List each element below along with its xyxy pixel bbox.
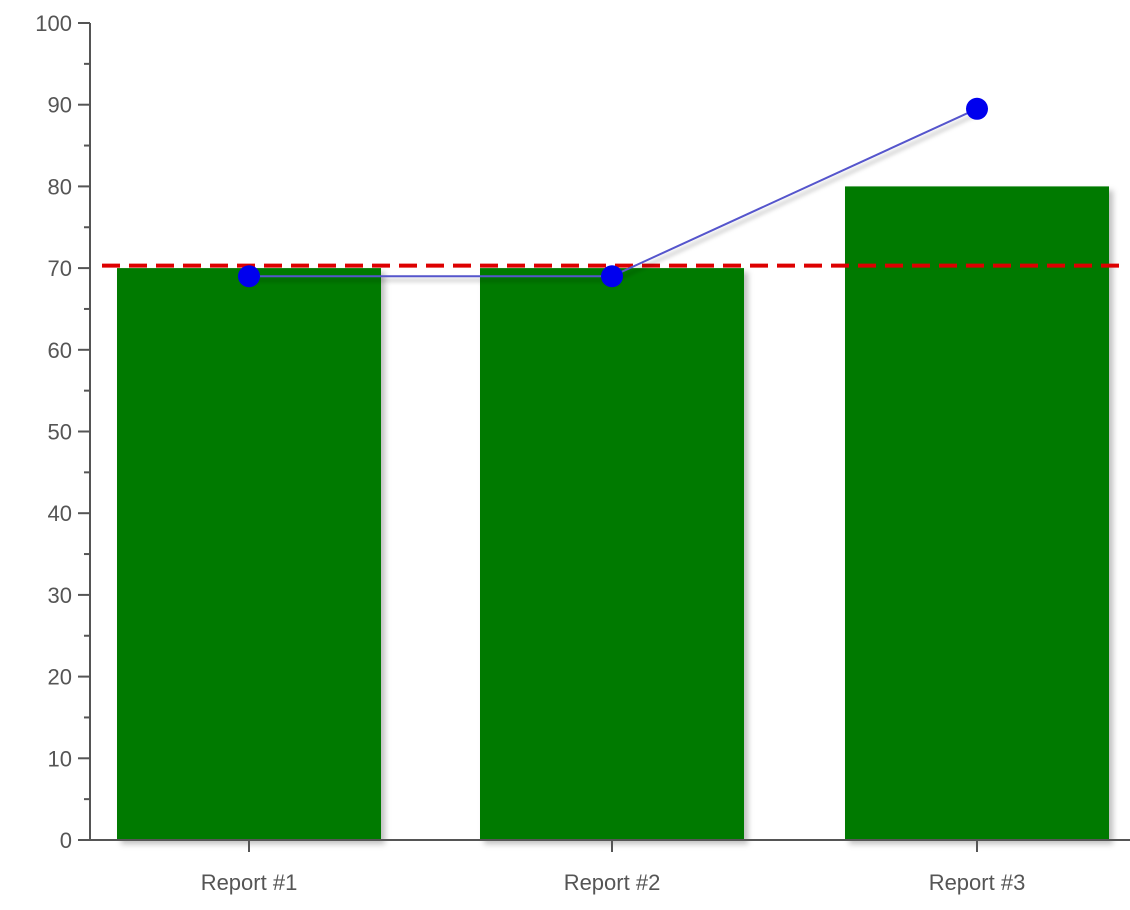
axis-layer: 0 10 20 30 40 50 60 70 80 90 100 Report #1 Report #2… <box>35 11 1130 895</box>
y-tick-label: 30 <box>48 583 72 608</box>
bar-1 <box>117 268 381 841</box>
y-tick-label: 80 <box>48 174 72 199</box>
bar-2 <box>480 268 744 841</box>
line-point-2 <box>601 265 623 288</box>
y-tick-label: 100 <box>35 11 72 36</box>
bars-layer <box>117 186 1109 841</box>
x-category-label: Report #2 <box>564 870 661 895</box>
y-tick-label: 20 <box>48 665 72 690</box>
x-category-label: Report #1 <box>201 870 298 895</box>
y-tick-label: 0 <box>60 828 72 853</box>
line-point-1 <box>238 265 260 288</box>
y-tick-label: 70 <box>48 256 72 281</box>
y-tick-label: 10 <box>48 746 72 771</box>
y-tick-label: 60 <box>48 338 72 363</box>
line-layer <box>102 97 1128 288</box>
y-tick-label: 40 <box>48 501 72 526</box>
bar-3 <box>845 186 1109 840</box>
y-tick-label: 50 <box>48 420 72 445</box>
x-category-label: Report #3 <box>929 870 1026 895</box>
y-tick-label: 90 <box>48 93 72 118</box>
line-point-3 <box>966 97 988 120</box>
